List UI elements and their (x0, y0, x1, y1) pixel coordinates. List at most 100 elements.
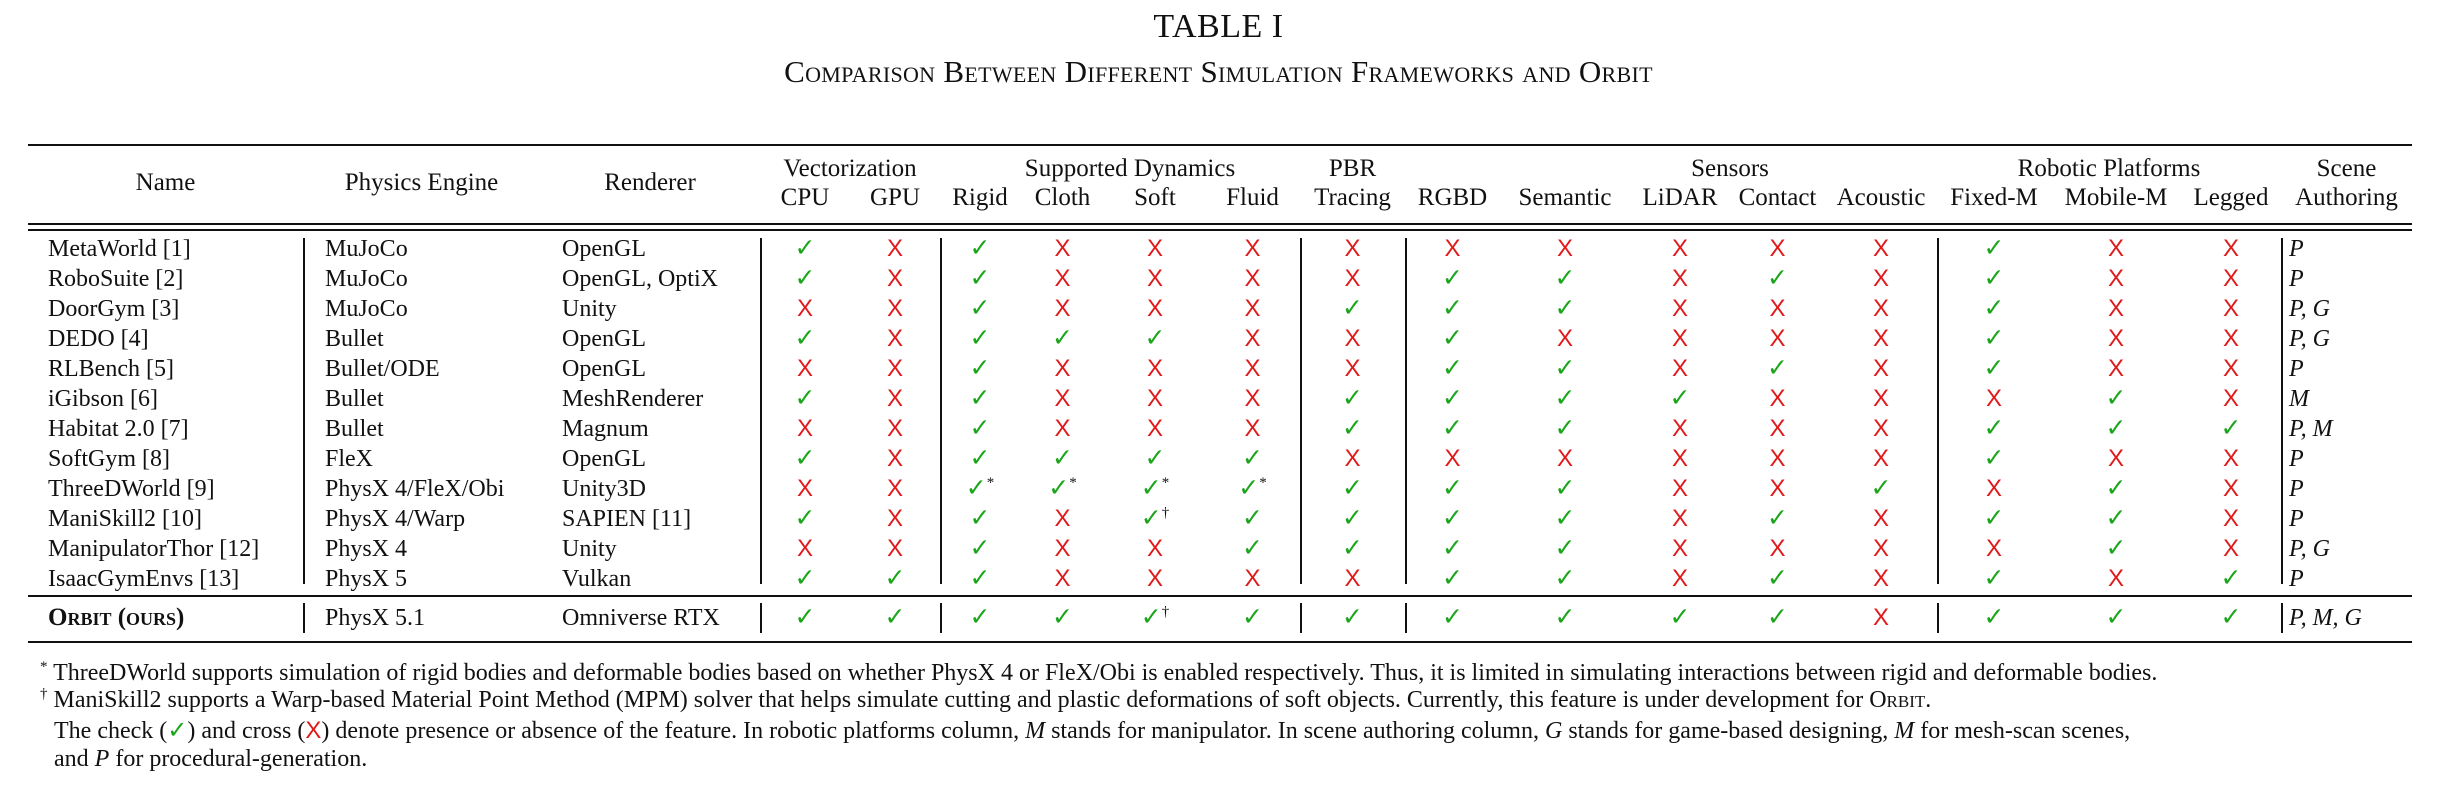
check-mark: ✓ (969, 295, 991, 322)
renderer: MeshRenderer (562, 385, 704, 412)
cell-fixed: ✓ (1937, 234, 2051, 264)
check-mark: ✓ (1442, 385, 1463, 412)
cell-lidar: X (1630, 414, 1730, 444)
separator-name (303, 238, 305, 584)
check-mark: ✓ (1442, 325, 1463, 352)
cell-lidar: X (1630, 324, 1730, 354)
cell-fluid: X (1205, 264, 1300, 294)
cell-cpu: X (760, 294, 850, 324)
check-mark: ✓ (1242, 445, 1263, 472)
cell-gpu: X (850, 294, 940, 324)
cell-fluid: X (1205, 564, 1300, 594)
cross-mark: X (886, 355, 903, 382)
cell-soft: ✓ (1105, 444, 1205, 474)
footnote-star-text: ThreeDWorld supports simulation of rigid… (53, 660, 2158, 686)
cell-semantic: ✓ (1500, 294, 1630, 324)
cell-semantic: ✓ (1500, 534, 1630, 564)
cell-rgbd: ✓ (1405, 384, 1500, 414)
cell-acoustic: X (1825, 564, 1937, 594)
table-row: iGibson [6] Bullet MeshRenderer ✓ X ✓ X X X ✓ ✓ ✓ ✓ X… (28, 384, 2412, 414)
check-mark: ✓ (969, 385, 991, 412)
cell-legged: X (2181, 324, 2281, 354)
cell-tracing: X (1300, 354, 1405, 384)
cell-fluid: X (1205, 294, 1300, 324)
cross-mark: X (2222, 535, 2239, 562)
cell-fixed: ✓ (1937, 444, 2051, 474)
footnote-marker: * (1161, 475, 1170, 491)
cell-fluid: X (1205, 354, 1300, 384)
cell-contact: X (1730, 294, 1825, 324)
check-mark: ✓ (969, 445, 991, 472)
cross-mark: X (1444, 235, 1461, 262)
cell-gpu: X (850, 534, 940, 564)
cell-semantic: X (1500, 444, 1630, 474)
cell-rgbd: ✓ (1405, 324, 1500, 354)
footnote-marker: * (986, 475, 995, 491)
cell-gpu: X (850, 474, 940, 504)
cross-mark: X (2107, 565, 2124, 592)
header-name: Name (135, 169, 196, 196)
check-mark: ✓ (1242, 535, 1263, 562)
cell-rigid: ✓ (940, 384, 1020, 414)
separator-pbr-orbit (1405, 603, 1407, 633)
header-cpu: CPU (780, 184, 830, 211)
cell-acoustic: X (1825, 384, 1937, 414)
framework-name: ThreeDWorld [9] (48, 475, 215, 502)
scene-authoring: P, G (2289, 295, 2330, 322)
check-mark: ✓ (1242, 604, 1263, 631)
cell-contact: ✓ (1730, 603, 1825, 633)
cell-cpu: X (760, 534, 850, 564)
cell-semantic: ✓ (1500, 414, 1630, 444)
cell-fluid: ✓ (1205, 504, 1300, 534)
check-mark: ✓ (1767, 355, 1788, 382)
cell-semantic: ✓ (1500, 603, 1630, 633)
cross-mark: X (1054, 295, 1071, 322)
cell-cpu: ✓ (760, 384, 850, 414)
renderer: Omniverse RTX (562, 604, 720, 631)
check-mark: ✓ (969, 535, 991, 562)
renderer: Unity (562, 295, 617, 322)
check-mark: ✓ (2105, 505, 2127, 532)
cell-rgbd: ✓ (1405, 534, 1500, 564)
check-mark: ✓ (1442, 535, 1463, 562)
scene-authoring: P (2289, 505, 2304, 532)
cross-mark: X (1054, 355, 1071, 382)
check-mark: ✓ (2105, 604, 2127, 631)
cell-rigid: ✓ (940, 564, 1020, 594)
framework-name: MetaWorld [1] (48, 235, 191, 262)
cross-mark: X (1985, 535, 2002, 562)
cross-mark: X (1146, 235, 1163, 262)
cell-rigid: ✓ (940, 603, 1020, 633)
header-rigid: Rigid (952, 184, 1008, 211)
cross-mark: X (886, 235, 903, 262)
cell-mobile: X (2051, 264, 2181, 294)
framework-name: ManiSkill2 [10] (48, 505, 202, 532)
cell-legged: X (2181, 294, 2281, 324)
cross-mark: X (2222, 235, 2239, 262)
cross-mark: X (1671, 445, 1688, 472)
scene-authoring: P (2289, 475, 2304, 502)
header-tracing: Tracing (1314, 184, 1391, 211)
table-row: Habitat 2.0 [7] Bullet Magnum X X ✓ X X X ✓ ✓ ✓ X X X ✓… (28, 414, 2412, 444)
check-mark: ✓ (1242, 505, 1263, 532)
renderer: OpenGL (562, 355, 646, 382)
check-mark: ✓ (969, 265, 991, 292)
check-mark: ✓ (1442, 604, 1463, 631)
cell-cpu: ✓ (760, 234, 850, 264)
cell-mobile: ✓ (2051, 603, 2181, 633)
check-mark: ✓ (1554, 385, 1576, 412)
table-row: ManiSkill2 [10] PhysX 4/Warp SAPIEN [11] ✓ X… (28, 504, 2412, 534)
check-mark: ✓ (1767, 565, 1788, 592)
table-row: DoorGym [3] MuJoCo Unity X X ✓ X X X ✓ ✓ ✓ X X X ✓ X X P, … (28, 294, 2412, 324)
check-mark: ✓ (2220, 565, 2242, 592)
separator-pbr (1405, 238, 1407, 584)
renderer: Vulkan (562, 565, 632, 592)
cross-mark: X (1872, 325, 1889, 352)
cross-mark: X (886, 535, 903, 562)
check-mark: ✓ (1767, 604, 1788, 631)
cell-soft: X (1105, 354, 1205, 384)
check-mark: ✓ (794, 235, 816, 262)
check-mark: ✓ (1983, 235, 2005, 262)
cross-mark: X (2222, 295, 2239, 322)
cross-mark: X (2222, 325, 2239, 352)
